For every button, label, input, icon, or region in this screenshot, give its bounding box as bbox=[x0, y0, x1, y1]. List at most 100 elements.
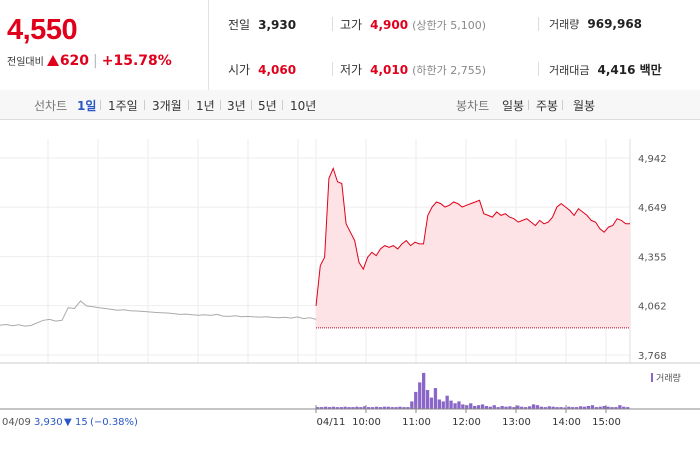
volume-bar bbox=[370, 407, 375, 409]
quote-header: 4,550 전일대비 620 | +15.78% 전일 3,930 고가 4,900 (상한… bbox=[0, 0, 700, 91]
volume-bar bbox=[406, 407, 410, 409]
tab-5y[interactable]: 5년 bbox=[258, 99, 277, 113]
volume-bar bbox=[480, 404, 485, 409]
volume-bar bbox=[414, 391, 418, 409]
volume-bar bbox=[382, 406, 386, 409]
volume-bar bbox=[453, 403, 457, 409]
volume-bar bbox=[594, 407, 598, 409]
open-value: 4,060 bbox=[258, 63, 297, 77]
volume-bar bbox=[582, 406, 587, 409]
volume-legend-swatch bbox=[651, 373, 653, 382]
price-chart[interactable]: 4,942 4,649 4,355 4,062 3,768 거래량 04/11 … bbox=[0, 119, 700, 450]
volume-bar bbox=[398, 406, 402, 409]
y-axis: 4,942 4,649 4,355 4,062 3,768 bbox=[638, 154, 667, 362]
volume-bar bbox=[622, 406, 626, 409]
volume-bar bbox=[528, 406, 532, 409]
volume-bar bbox=[571, 407, 575, 409]
amount-value: 4,416 백만 bbox=[597, 63, 662, 77]
volume-bar bbox=[363, 406, 367, 409]
prev-close-label: 전일 bbox=[228, 18, 251, 32]
volume-bar bbox=[343, 406, 347, 409]
volume-bars bbox=[316, 372, 630, 409]
tab-1d[interactable]: 1일 bbox=[77, 99, 97, 113]
open-stat: 시가 4,060 bbox=[228, 61, 296, 78]
tab-1y[interactable]: 1년 bbox=[196, 99, 215, 113]
current-price: 4,550 bbox=[7, 14, 78, 46]
x-tick-label: 15:00 bbox=[592, 417, 621, 428]
volume-bar bbox=[437, 399, 441, 409]
volume-bar bbox=[339, 407, 343, 409]
prev-day-change-pct: (−0.38%) bbox=[90, 417, 138, 428]
volume-bar bbox=[543, 407, 547, 409]
volume-bar bbox=[476, 405, 481, 409]
volume-bar bbox=[512, 407, 516, 409]
low-stat: 저가 4,010 (하한가 2,755) bbox=[340, 61, 486, 78]
volume-bar bbox=[429, 397, 434, 409]
volume-bar bbox=[359, 407, 363, 409]
volume-bar bbox=[504, 406, 508, 409]
prev-day-line bbox=[0, 300, 317, 327]
high-label: 고가 bbox=[340, 18, 363, 32]
volume-bar bbox=[547, 406, 551, 409]
volume-bar bbox=[496, 407, 500, 409]
tab-daily-candle[interactable]: 일봉 bbox=[502, 99, 525, 113]
volume-bar bbox=[425, 390, 430, 409]
tab-divider bbox=[562, 100, 563, 110]
volume-bar bbox=[410, 401, 414, 409]
y-tick-label: 4,062 bbox=[638, 302, 667, 313]
tab-1w[interactable]: 1주일 bbox=[108, 99, 138, 113]
tab-divider bbox=[528, 100, 529, 110]
high-value: 4,900 bbox=[370, 18, 409, 32]
low-value: 4,010 bbox=[370, 63, 409, 77]
y-tick-label: 4,355 bbox=[638, 253, 667, 264]
volume-bar bbox=[461, 404, 465, 409]
volume-bar bbox=[563, 407, 567, 409]
prev-close-value: 3,930 bbox=[258, 18, 297, 32]
volume-bar bbox=[555, 407, 559, 409]
volume-bar bbox=[492, 405, 496, 409]
tab-3m[interactable]: 3개월 bbox=[152, 99, 182, 113]
volume-bar bbox=[614, 407, 618, 409]
volume-bar bbox=[390, 407, 394, 409]
volume-bar bbox=[531, 404, 536, 409]
x-tick-label: 11:00 bbox=[402, 417, 431, 428]
volume-bar bbox=[500, 406, 504, 409]
prev-day-close: 3,930 bbox=[34, 417, 63, 428]
volume-bar bbox=[449, 400, 453, 409]
tab-divider bbox=[282, 100, 283, 110]
open-label: 시가 bbox=[228, 63, 251, 77]
divider bbox=[538, 62, 539, 76]
volume-bar bbox=[559, 407, 563, 409]
tab-3y[interactable]: 3년 bbox=[227, 99, 246, 113]
prev-day-change: 15 bbox=[75, 417, 88, 428]
amount-label: 거래대금 bbox=[549, 64, 590, 77]
volume-bar bbox=[508, 406, 512, 409]
lower-limit: (하한가 2,755) bbox=[412, 64, 486, 77]
x-tick-label: 13:00 bbox=[502, 417, 531, 428]
divider bbox=[538, 17, 539, 31]
y-tick-label: 4,942 bbox=[638, 154, 667, 165]
volume-bar bbox=[590, 405, 595, 409]
volume-bar bbox=[469, 403, 473, 409]
volume-bar bbox=[335, 407, 339, 409]
volume-value: 969,968 bbox=[587, 17, 643, 31]
chart-period-tabs: 선차트 1일 1주일 3개월 1년 3년 5년 10년 봉차트 일봉 주봉 월봉 bbox=[0, 90, 700, 120]
volume-bar bbox=[378, 407, 383, 409]
tab-monthly-candle[interactable]: 월봉 bbox=[573, 99, 596, 113]
volume-bar bbox=[575, 407, 579, 409]
volume-bar bbox=[465, 405, 469, 409]
candle-chart-label: 봉차트 bbox=[456, 99, 490, 113]
divider bbox=[332, 17, 333, 31]
change-label: 전일대비 bbox=[7, 57, 44, 68]
volume-bar bbox=[586, 406, 591, 409]
line-chart-label: 선차트 bbox=[34, 99, 68, 113]
volume-bar bbox=[319, 407, 324, 409]
prev-day-date: 04/09 bbox=[2, 417, 31, 428]
upper-limit: (상한가 5,100) bbox=[412, 19, 486, 32]
today-area bbox=[316, 168, 630, 328]
volume-bar bbox=[323, 406, 328, 409]
tab-weekly-candle[interactable]: 주봉 bbox=[536, 99, 559, 113]
tab-10y[interactable]: 10년 bbox=[290, 99, 317, 113]
volume-bar bbox=[386, 406, 390, 409]
tab-divider bbox=[188, 100, 189, 110]
